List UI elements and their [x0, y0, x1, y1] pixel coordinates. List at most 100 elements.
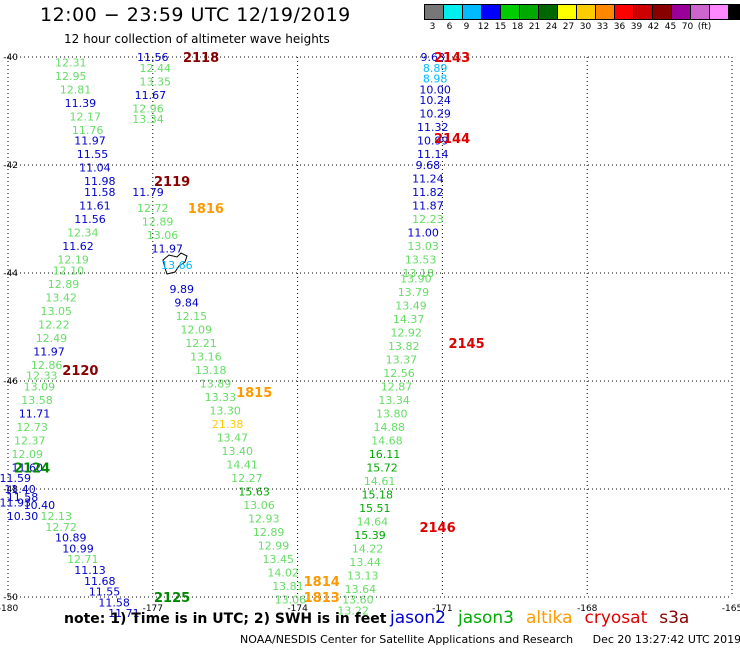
data-point-label: 11.97	[152, 243, 184, 256]
data-point-label: 13.06	[275, 594, 307, 607]
data-point-label: 13.34	[378, 394, 410, 407]
data-point-label: 13.37	[386, 353, 418, 366]
data-point-label: 11.97	[74, 135, 106, 148]
data-point-label: 11.56	[137, 51, 169, 64]
data-point-label: 11.32	[417, 121, 449, 134]
data-point-label: 13.06	[243, 499, 275, 512]
data-point-label: 11.61	[79, 200, 111, 213]
color-scale-label: 36	[613, 22, 626, 32]
data-point-label: 11.58	[98, 596, 130, 609]
data-point-label: 12.86	[31, 359, 63, 372]
data-point-label: 14.22	[352, 542, 384, 555]
data-point-label: 13.22	[337, 605, 369, 618]
footer-org: NOAA/NESDIS Center for Satellite Applica…	[240, 633, 574, 646]
data-point-label: 14.37	[393, 313, 425, 326]
data-point-label: 12.73	[16, 421, 48, 434]
color-scale-labels: 3 6 9 12 15 18 21 24 27 30 33 36 39 42 45 70 (ft)	[424, 22, 713, 32]
footer-timestamp: Dec 20 13:27:42 UTC 2019	[592, 633, 740, 646]
data-point-label: 12.31	[55, 56, 87, 69]
data-point-label: 15.51	[359, 502, 391, 515]
data-point-label: 10.89	[55, 532, 87, 545]
data-point-label: 13.44	[349, 556, 381, 569]
data-point-label: 15.72	[366, 461, 398, 474]
pass-number-label: 1816	[188, 202, 224, 217]
data-point-label: 13.53	[405, 254, 437, 267]
data-point-label: 12.89	[253, 526, 285, 539]
footer: NOAA/NESDIS Center for Satellite Applica…	[240, 633, 740, 646]
data-point-label: 13.06	[147, 229, 179, 242]
data-point-label: 11.13	[74, 564, 106, 577]
data-point-label: 12.44	[139, 62, 171, 75]
data-point-label: 12.37	[14, 434, 46, 447]
color-scale-label: 30	[579, 22, 592, 32]
data-point-label: 14.61	[364, 475, 396, 488]
data-point-label: 10.30	[7, 510, 39, 523]
data-point-label: 15.18	[361, 488, 393, 501]
satellite-legend-cryosat: cryosat	[584, 608, 648, 628]
pass-number-label: 2145	[448, 337, 484, 352]
x-tick-label: -180	[0, 604, 18, 614]
data-point-label: 13.42	[45, 291, 77, 304]
data-point-label: 13.18	[195, 364, 227, 377]
data-point-label: 12.19	[57, 254, 89, 267]
chart-subtitle: 12 hour collection of altimeter wave hei…	[64, 32, 330, 46]
data-point-label: 12.10	[53, 264, 85, 277]
y-tick-label: -48	[3, 485, 18, 495]
data-point-label: 8.98	[423, 73, 448, 86]
data-point-label: 13.81	[272, 580, 304, 593]
data-point-label: 12.89	[142, 216, 174, 229]
data-point-label: 11.60	[12, 461, 44, 474]
data-point-label: 11.04	[79, 162, 111, 175]
satellite-legend-s3a: s3a	[659, 608, 690, 628]
data-point-label: 12.49	[36, 332, 68, 345]
data-point-label: 21.38	[212, 418, 244, 431]
data-point-label: 13.40	[222, 445, 254, 458]
data-point-label: 11.62	[62, 240, 94, 253]
data-point-label: 12.89	[48, 278, 80, 291]
data-point-label: 14.41	[226, 459, 258, 472]
data-point-label: 10.29	[419, 108, 451, 121]
note-text: note: 1) Time is in UTC; 2) SWH is in fe…	[64, 611, 387, 627]
data-point-label: 12.33	[26, 370, 58, 383]
data-point-label: 11.79	[132, 186, 164, 199]
data-point-label: 12.23	[412, 213, 444, 226]
data-point-label: 13.82	[388, 340, 420, 353]
x-tick-label: -171	[432, 604, 452, 614]
data-point-label: 11.58	[7, 491, 39, 504]
color-scale-label: 45	[664, 22, 677, 32]
data-point-label: 13.66	[161, 259, 193, 272]
pass-number-label: 2146	[419, 521, 455, 536]
data-point-label: 10.00	[419, 83, 451, 96]
data-point-label: 13.09	[24, 380, 56, 393]
y-tick-label: -44	[3, 269, 18, 279]
x-tick-label: -168	[577, 604, 598, 614]
color-scale-label: 39	[630, 22, 643, 32]
data-point-label: 12.09	[12, 448, 44, 461]
color-scale-bar	[424, 4, 740, 20]
pass-number-label: 2120	[62, 364, 98, 379]
data-point-label: 13.13	[347, 569, 379, 582]
data-point-label: 11.55	[77, 148, 109, 161]
data-point-label: 10.24	[419, 94, 451, 107]
data-point-label: 12.56	[383, 367, 415, 380]
color-scale-label: 70	[681, 22, 694, 32]
data-point-label: 10.40	[24, 499, 56, 512]
data-point-label: 13.60	[342, 594, 374, 607]
data-point-label: 11.97	[33, 345, 65, 358]
x-tick-label: -165	[722, 604, 740, 614]
data-point-label: 13.30	[209, 405, 241, 418]
data-point-label: 13.49	[395, 299, 427, 312]
data-point-label: 11.93	[0, 497, 31, 510]
pass-number-label: 1813	[304, 591, 340, 606]
data-point-label: 11.56	[74, 213, 106, 226]
x-tick-label: -174	[287, 604, 308, 614]
data-point-label: 11.58	[84, 186, 116, 199]
data-point-label: 13.89	[200, 378, 232, 391]
color-scale-label: 42	[647, 22, 660, 32]
pass-number-label: 2118	[183, 51, 219, 66]
data-point-label: 13.45	[263, 553, 295, 566]
data-point-label: 13.80	[376, 407, 408, 420]
color-scale-label: 15	[494, 22, 507, 32]
data-point-label: 12.92	[390, 326, 422, 339]
data-point-label: 12.22	[38, 318, 70, 331]
